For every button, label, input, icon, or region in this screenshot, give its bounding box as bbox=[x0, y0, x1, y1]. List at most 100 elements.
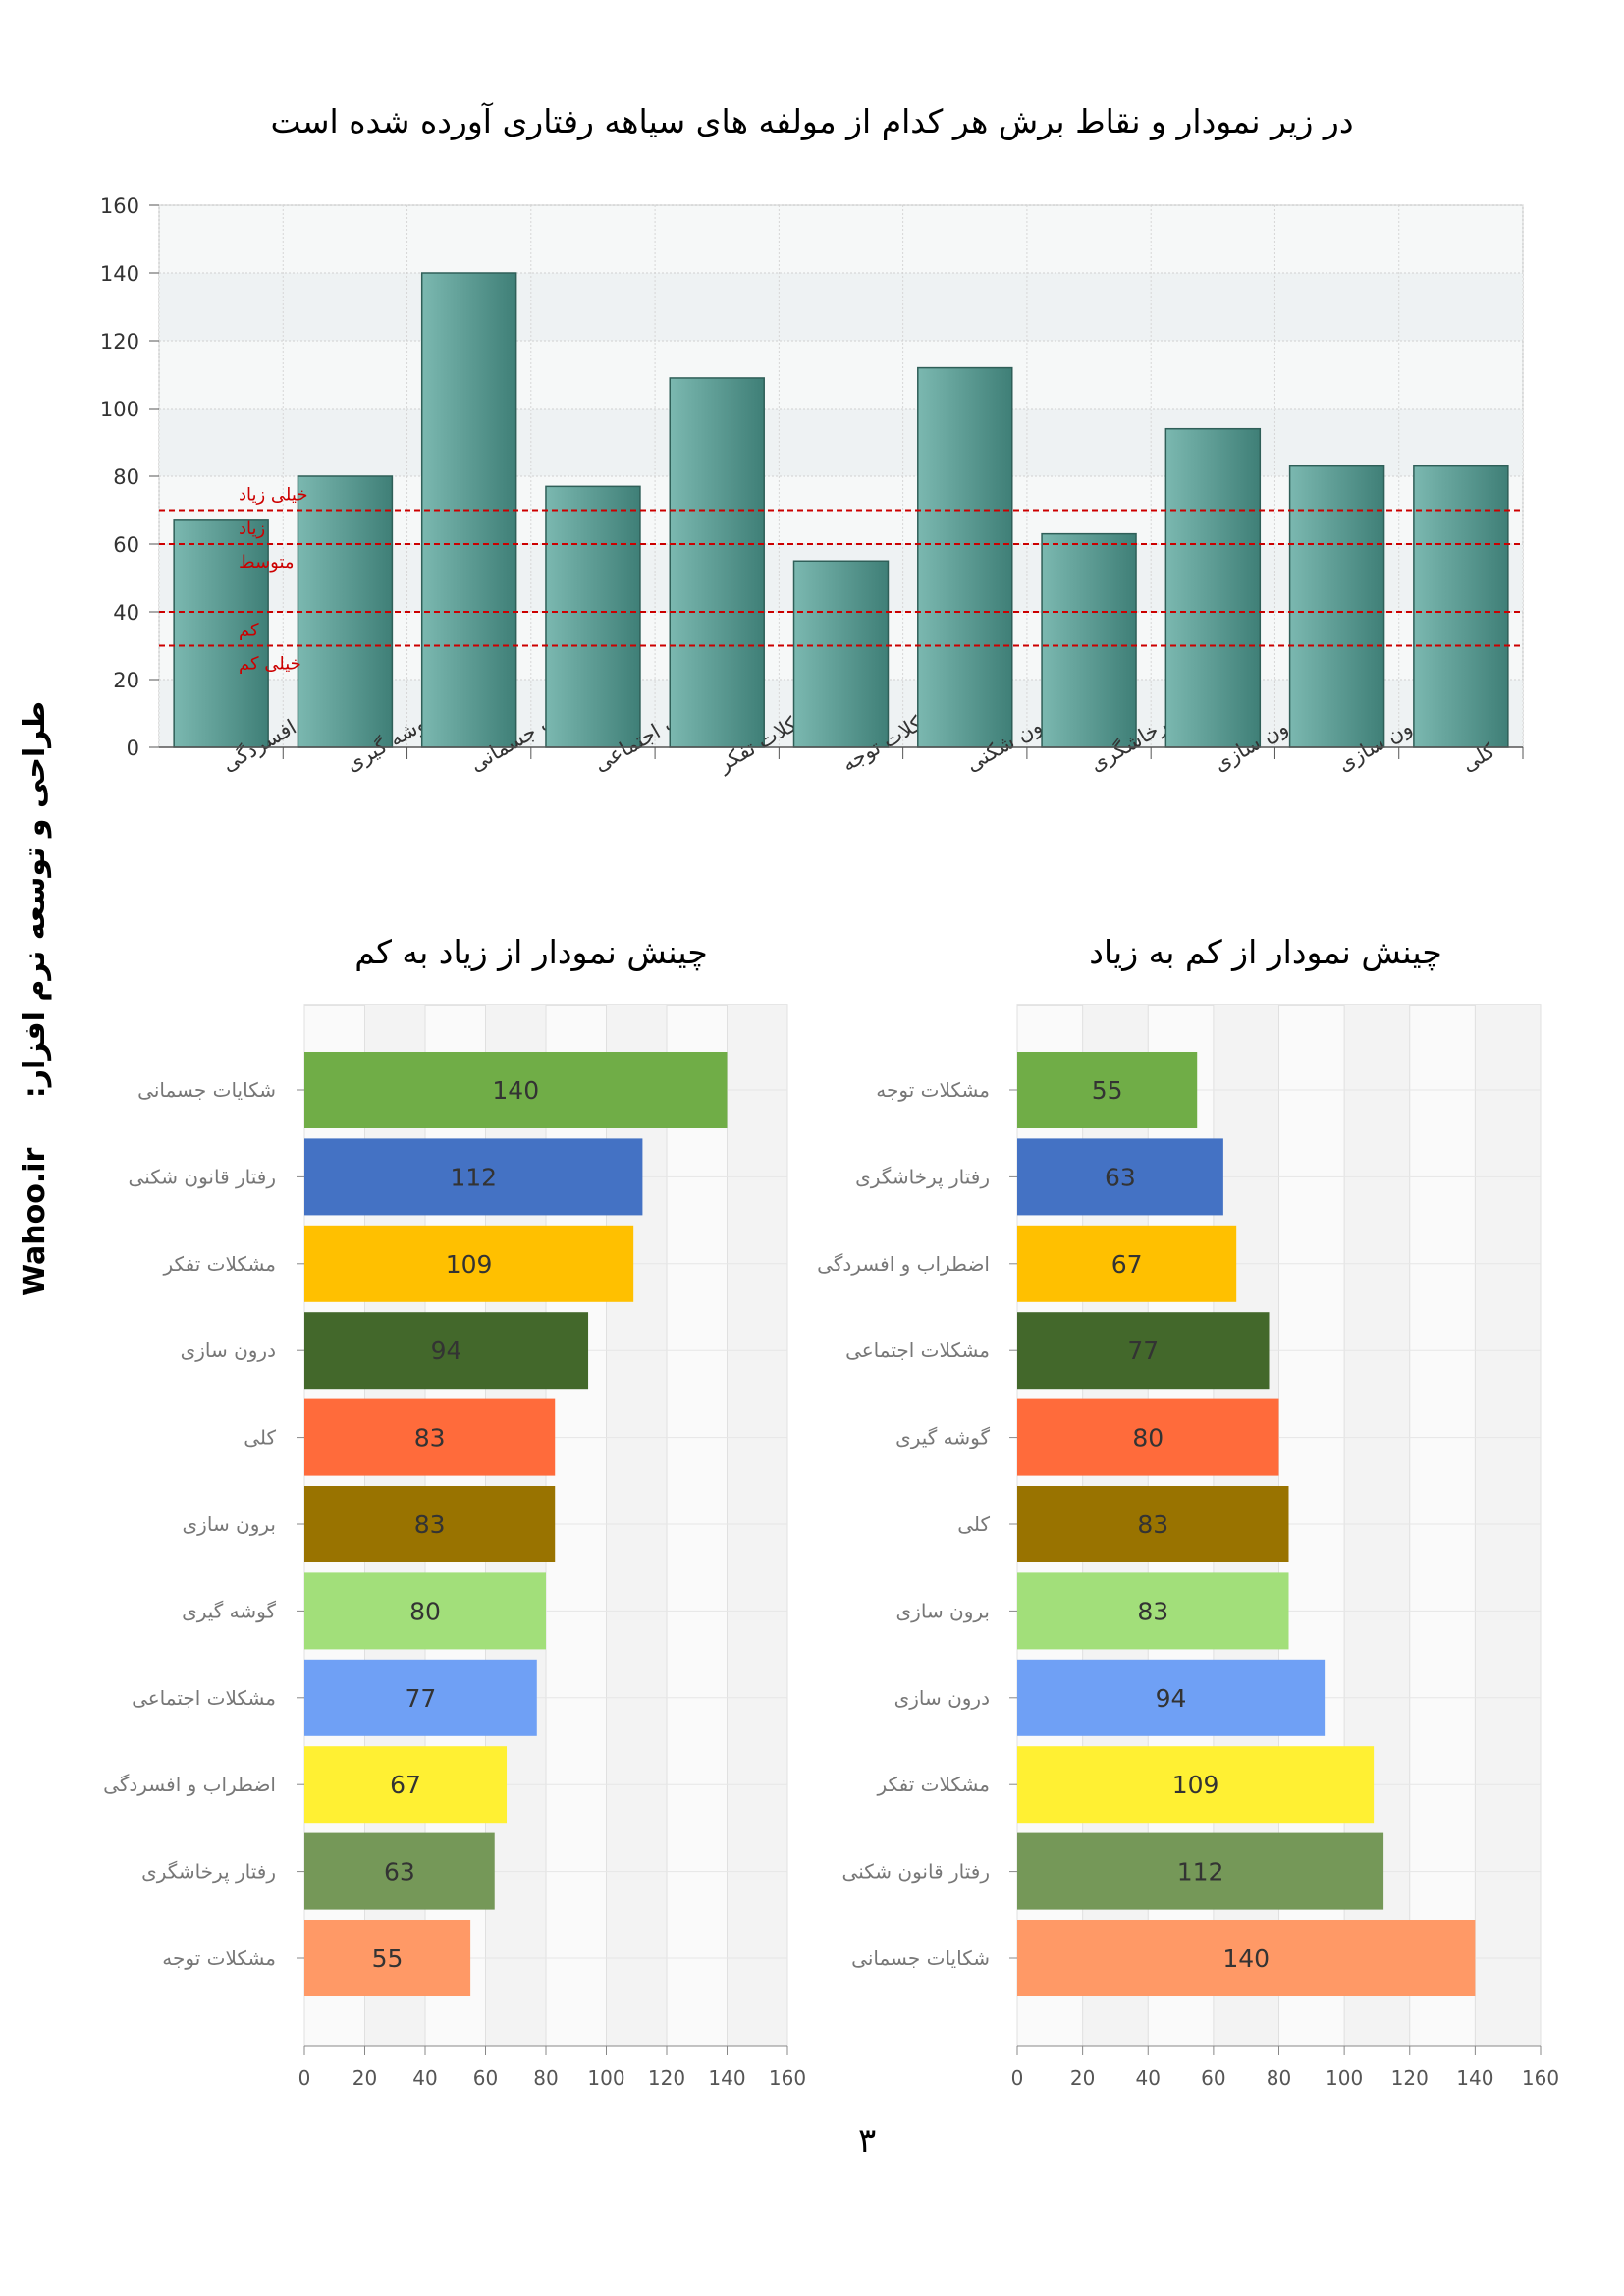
bar-value-label: 63 bbox=[384, 1858, 415, 1886]
bar bbox=[669, 377, 765, 748]
y-category-label: رفتار قانون شکنی bbox=[129, 1165, 276, 1188]
bar bbox=[1017, 1746, 1375, 1824]
y-category-label: برون سازی bbox=[183, 1512, 276, 1536]
y-category-label: مشکلات اجتماعی bbox=[132, 1686, 276, 1710]
y-tick-label: 80 bbox=[113, 465, 139, 489]
bar bbox=[1164, 427, 1262, 748]
threshold-label: زیاد bbox=[239, 519, 265, 539]
x-tick-label: 100 bbox=[587, 2066, 624, 2090]
bar bbox=[1017, 1659, 1326, 1736]
x-tick-label: 120 bbox=[648, 2066, 685, 2090]
y-tick-label: 60 bbox=[113, 533, 139, 557]
bar bbox=[304, 1832, 495, 1910]
y-category-label: درون سازی bbox=[894, 1686, 990, 1710]
x-tick-label: 40 bbox=[412, 2066, 437, 2090]
bar-value-label: 55 bbox=[1092, 1076, 1123, 1105]
bar-value-label: 55 bbox=[372, 1944, 404, 1973]
x-tick-label: 60 bbox=[1201, 2066, 1225, 2090]
bar bbox=[304, 1486, 556, 1562]
bar bbox=[1017, 1832, 1384, 1910]
bar-value-label: 77 bbox=[405, 1684, 436, 1713]
bar-value-label: 94 bbox=[1156, 1684, 1187, 1713]
y-category-label: رفتار پرخاشگری bbox=[855, 1165, 990, 1189]
x-tick-label: 120 bbox=[1391, 2066, 1429, 2090]
x-tick-label: 160 bbox=[769, 2066, 806, 2090]
y-category-label: درون سازی bbox=[181, 1339, 276, 1362]
bar-value-label: 83 bbox=[1137, 1597, 1168, 1625]
bar-value-label: 112 bbox=[1177, 1858, 1224, 1886]
bar bbox=[1017, 1920, 1476, 1996]
bar-value-label: 63 bbox=[1105, 1163, 1136, 1191]
bar bbox=[1041, 532, 1137, 748]
bar-value-label: 77 bbox=[1127, 1337, 1159, 1365]
y-category-label: کلی bbox=[244, 1426, 276, 1449]
grid-band bbox=[159, 273, 1523, 341]
y-tick-label: 100 bbox=[100, 398, 139, 421]
bar bbox=[304, 1138, 643, 1216]
bar bbox=[304, 1920, 471, 1996]
bar bbox=[304, 1572, 546, 1650]
bar-value-label: 140 bbox=[492, 1076, 539, 1105]
y-category-label: کلی bbox=[957, 1512, 990, 1536]
chart-title-desc: چینش نمودار از زیاد به کم bbox=[354, 933, 708, 971]
bar bbox=[917, 366, 1013, 748]
y-category-label: اضطراب و افسردگی bbox=[103, 1773, 276, 1796]
y-tick-label: 20 bbox=[113, 669, 139, 692]
bar bbox=[1017, 1572, 1289, 1650]
bar bbox=[304, 1659, 537, 1736]
bar-value-label: 94 bbox=[431, 1337, 462, 1365]
y-category-label: گوشه گیری bbox=[182, 1599, 276, 1622]
bar bbox=[545, 485, 641, 748]
bar bbox=[304, 1312, 589, 1390]
y-category-label: رفتار پرخاشگری bbox=[141, 1860, 276, 1885]
bar bbox=[304, 1398, 556, 1476]
y-tick-label: 0 bbox=[127, 737, 139, 760]
y-tick-label: 140 bbox=[100, 262, 139, 286]
x-tick-label: 80 bbox=[533, 2066, 558, 2090]
threshold-label: خیلی زیاد bbox=[239, 485, 307, 506]
x-tick-label: 0 bbox=[298, 2066, 311, 2090]
grid-band bbox=[1475, 1005, 1541, 2046]
y-category-label: مشکلات تفکر bbox=[163, 1252, 276, 1276]
threshold-label: متوسط bbox=[239, 552, 295, 573]
bar bbox=[1017, 1398, 1279, 1476]
main-title: در زیر نمودار و نقاط برش هر کدام از مولف… bbox=[270, 102, 1354, 140]
bar-value-label: 109 bbox=[446, 1250, 493, 1279]
bar-value-label: 83 bbox=[1137, 1510, 1168, 1539]
y-category-label: رفتار قانون شکنی bbox=[842, 1860, 990, 1884]
y-category-label: برون سازی bbox=[896, 1599, 990, 1622]
bar-value-label: 112 bbox=[450, 1163, 497, 1191]
bar bbox=[1017, 1138, 1223, 1216]
x-tick-label: 160 bbox=[1522, 2066, 1559, 2090]
bar-value-label: 67 bbox=[1111, 1250, 1143, 1279]
bar bbox=[1017, 1486, 1289, 1562]
bar bbox=[1413, 465, 1509, 748]
y-tick-label: 40 bbox=[113, 601, 139, 625]
x-tick-label: 140 bbox=[1456, 2066, 1493, 2090]
y-category-label: شکایات جسمانی bbox=[137, 1078, 276, 1102]
bar-value-label: 67 bbox=[390, 1771, 421, 1799]
grid-band bbox=[727, 1005, 787, 2046]
grid-band bbox=[159, 409, 1523, 476]
x-tick-label: 80 bbox=[1267, 2066, 1291, 2090]
bar-value-label: 83 bbox=[414, 1510, 446, 1539]
bar-value-label: 80 bbox=[1132, 1424, 1164, 1452]
y-category-label: مشکلات تفکر bbox=[877, 1773, 990, 1796]
bar-value-label: 83 bbox=[414, 1424, 446, 1452]
y-tick-label: 120 bbox=[100, 330, 139, 354]
bar bbox=[1017, 1312, 1270, 1390]
bar bbox=[1017, 1052, 1198, 1128]
bar bbox=[1288, 465, 1385, 748]
bar-value-label: 80 bbox=[409, 1597, 441, 1625]
x-tick-label: 20 bbox=[352, 2066, 377, 2090]
x-tick-label: 60 bbox=[473, 2066, 498, 2090]
y-category-label: اضطراب و افسردگی bbox=[817, 1252, 990, 1276]
page-number: ۳ bbox=[858, 2121, 877, 2160]
bar bbox=[1017, 1225, 1237, 1302]
y-category-label: گوشه گیری bbox=[895, 1426, 990, 1449]
x-tick-label: 140 bbox=[708, 2066, 745, 2090]
x-tick-label: 20 bbox=[1070, 2066, 1095, 2090]
bar bbox=[792, 560, 890, 748]
threshold-label: کم bbox=[239, 621, 259, 641]
